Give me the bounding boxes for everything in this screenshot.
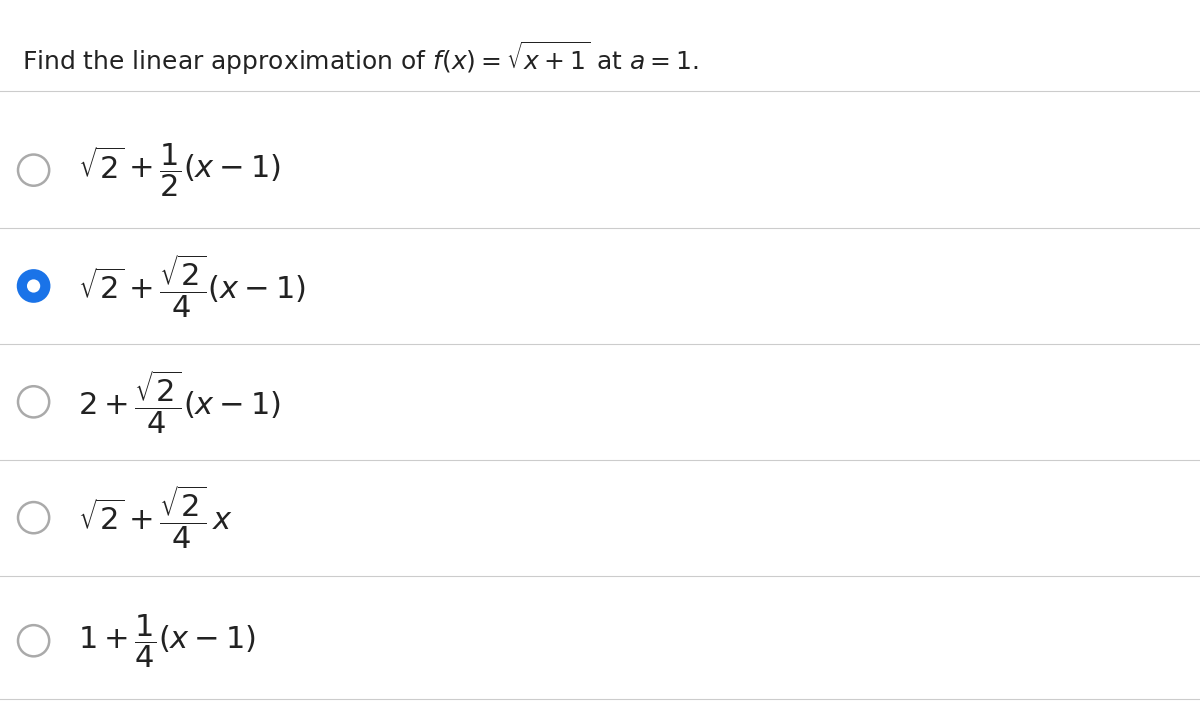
- Ellipse shape: [18, 502, 49, 534]
- Text: $2 + \dfrac{\sqrt{2}}{4}(x - 1)$: $2 + \dfrac{\sqrt{2}}{4}(x - 1)$: [78, 368, 281, 436]
- Ellipse shape: [26, 279, 41, 292]
- Text: $\sqrt{2} + \dfrac{\sqrt{2}}{4}\,x$: $\sqrt{2} + \dfrac{\sqrt{2}}{4}\,x$: [78, 484, 233, 552]
- Ellipse shape: [18, 154, 49, 186]
- Ellipse shape: [18, 386, 49, 418]
- Text: Find the linear approximation of $f(x) = \sqrt{x+1}$ at $a = 1$.: Find the linear approximation of $f(x) =…: [22, 40, 698, 77]
- Text: $1 + \dfrac{1}{4}(x - 1)$: $1 + \dfrac{1}{4}(x - 1)$: [78, 612, 256, 670]
- Text: $\sqrt{2} + \dfrac{\sqrt{2}}{4}(x - 1)$: $\sqrt{2} + \dfrac{\sqrt{2}}{4}(x - 1)$: [78, 252, 306, 320]
- Ellipse shape: [18, 625, 49, 657]
- Text: $\sqrt{2} + \dfrac{1}{2}(x - 1)$: $\sqrt{2} + \dfrac{1}{2}(x - 1)$: [78, 141, 281, 199]
- Ellipse shape: [18, 270, 49, 302]
